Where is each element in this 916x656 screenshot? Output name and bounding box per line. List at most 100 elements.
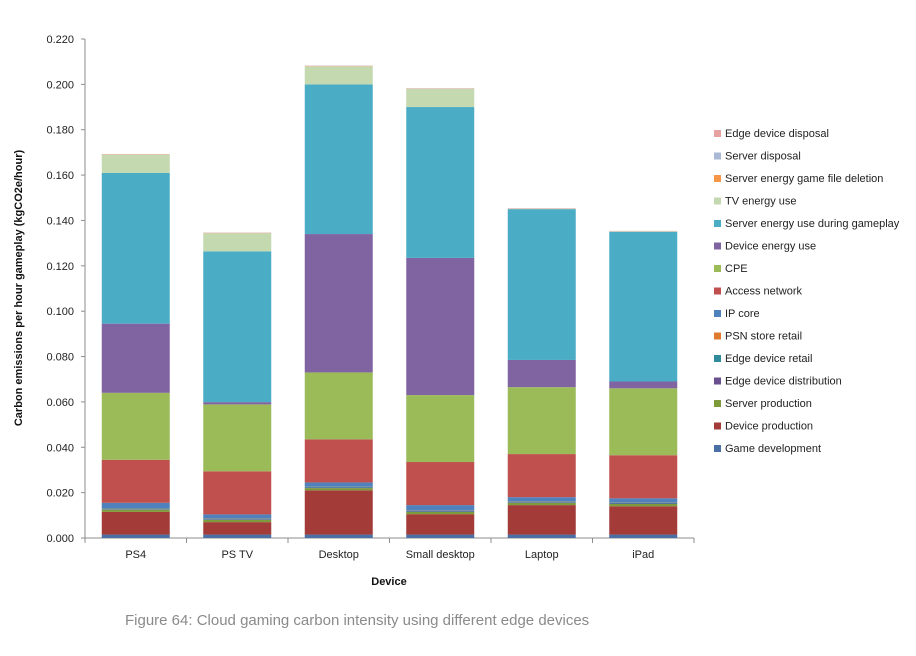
y-tick-label: 0.120: [46, 261, 74, 273]
bar-segment: [203, 534, 272, 538]
legend-swatch: [714, 220, 721, 227]
legend-item-label: Edge device retail: [725, 353, 812, 365]
bar-segment: [101, 172, 170, 324]
bar-segment: [304, 234, 373, 373]
x-tick-label: PS TV: [221, 549, 253, 561]
y-tick-label: 0.080: [46, 352, 74, 364]
legend-item-label: Device production: [725, 421, 813, 433]
y-axis-ticks: 0.000 0.020 0.040 0.060 0.080 0.100 0.120 0.140…: [46, 34, 85, 545]
legend-item-label: Server disposal: [725, 151, 801, 163]
y-tick-label: 0.020: [46, 488, 74, 500]
bar-segment: [609, 498, 678, 503]
bar-segment: [507, 454, 576, 498]
y-tick-label: 0.200: [46, 79, 74, 91]
bar-segment: [406, 511, 475, 515]
bar-segment: [203, 471, 272, 515]
x-axis-ticks: PS4 PS TV Desktop Small desktop Laptop iPad: [84, 538, 695, 561]
bar-segment: [507, 534, 576, 538]
bar-segment: [507, 502, 576, 506]
bar-segment: [304, 488, 373, 491]
bar-segment: [101, 459, 170, 503]
bar-segment: [304, 66, 373, 85]
bar-segment: [101, 509, 170, 512]
bar-segment: [203, 402, 272, 405]
bar-segment: [304, 439, 373, 483]
legend-item-label: IP core: [725, 308, 760, 320]
bar-segment: [609, 506, 678, 535]
y-tick-label: 0.140: [46, 215, 74, 227]
bar-segment: [507, 359, 576, 388]
bar-segment: [507, 505, 576, 535]
legend-item-label: TV energy use: [725, 196, 797, 208]
bar-segment: [406, 462, 475, 506]
bar-segment: [609, 534, 678, 538]
bar-segment: [304, 490, 373, 535]
legend-swatch: [714, 265, 721, 272]
y-tick-label: 0.060: [46, 397, 74, 409]
legend-swatch: [714, 242, 721, 250]
bar-segment: [203, 514, 272, 519]
bars-group: [101, 65, 678, 538]
x-axis-title: Device: [371, 576, 406, 588]
bar-segment: [203, 519, 272, 523]
chart-legend: Edge device disposal Server disposal Serve…: [714, 128, 900, 455]
bar-segment: [304, 372, 373, 440]
y-axis-title: Carbon emissions per hour gameplay (kgCO…: [13, 150, 25, 427]
y-tick-label: 0.160: [46, 170, 74, 182]
bar-segment: [304, 84, 373, 235]
legend-swatch: [714, 287, 721, 295]
y-tick-label: 0.000: [46, 533, 74, 545]
bar-segment: [101, 511, 170, 535]
x-tick-label: PS4: [125, 549, 146, 561]
figure-caption: Figure 64: Cloud gaming carbon intensity…: [125, 612, 590, 629]
legend-swatch: [714, 355, 721, 362]
legend-swatch: [714, 175, 721, 182]
legend-item-label: PSN store retail: [725, 331, 802, 343]
y-tick-label: 0.180: [46, 125, 74, 137]
x-tick-label: Desktop: [319, 549, 359, 561]
bar-segment: [203, 518, 272, 520]
legend-item-label: Game development: [725, 443, 821, 455]
bar-segment: [101, 392, 170, 460]
bar-segment: [101, 154, 170, 173]
bar-segment: [203, 522, 272, 535]
y-tick-label: 0.040: [46, 442, 74, 454]
bar-segment: [101, 508, 170, 510]
legend-item-label: Edge device distribution: [725, 376, 842, 388]
bar-segment: [304, 534, 373, 538]
bar-segment: [203, 251, 272, 403]
legend-item-label: Server energy game file deletion: [725, 173, 883, 185]
legend-swatch: [714, 197, 721, 205]
bar-segment: [406, 107, 475, 258]
legend-item-label: Edge device disposal: [725, 128, 829, 140]
legend-item-label: Server energy use during gameplay: [725, 218, 900, 230]
x-tick-label: iPad: [632, 549, 654, 561]
chart-axes: [84, 39, 694, 539]
x-tick-label: Small desktop: [406, 549, 475, 561]
legend-item-label: Access network: [725, 286, 803, 298]
bar-segment: [203, 233, 272, 252]
legend-swatch: [714, 377, 721, 385]
bar-segment: [507, 387, 576, 455]
bar-segment: [203, 404, 272, 472]
bar-segment: [406, 88, 475, 108]
bar-segment: [609, 381, 678, 389]
legend-swatch: [714, 130, 721, 137]
bar-segment: [101, 323, 170, 393]
bar-segment: [507, 501, 576, 503]
y-tick-label: 0.100: [46, 306, 74, 318]
legend-item-label: Device energy use: [725, 241, 816, 253]
y-tick-label: 0.220: [46, 34, 74, 46]
bar-segment: [609, 455, 678, 499]
legend-swatch: [714, 310, 721, 317]
bar-segment: [507, 209, 576, 360]
bar-segment: [304, 486, 373, 488]
legend-item-label: CPE: [725, 263, 748, 275]
legend-swatch: [714, 400, 721, 407]
legend-swatch: [714, 152, 721, 160]
bar-segment: [406, 505, 475, 511]
bar-segment: [609, 388, 678, 456]
bar-segment: [406, 534, 475, 538]
bar-segment: [101, 502, 170, 509]
bar-segment: [406, 395, 475, 463]
